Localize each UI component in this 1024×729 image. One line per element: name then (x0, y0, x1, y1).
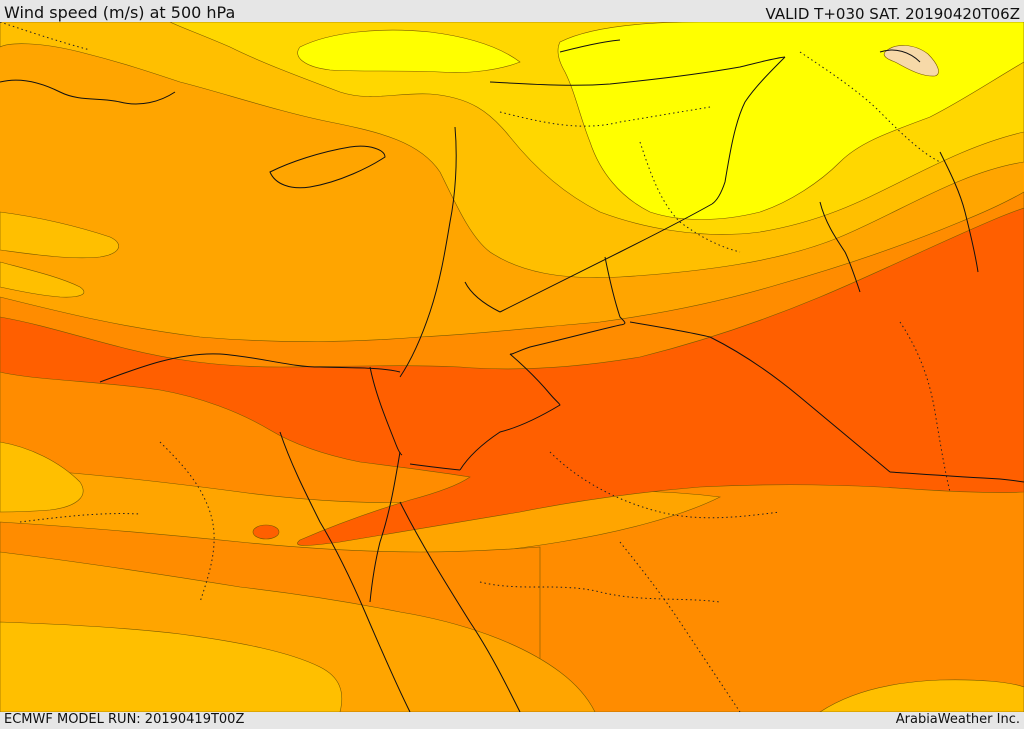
band-yellow-small (297, 29, 521, 73)
header-bar: Wind speed (m/s) at 500 hPa VALID T+030 … (0, 0, 1024, 23)
map-title: Wind speed (m/s) at 500 hPa (4, 3, 236, 22)
wind-speed-map (0, 22, 1024, 712)
band-amber-west (0, 211, 119, 259)
coastlines (0, 39, 921, 712)
map-canvas (0, 22, 1024, 712)
internal-borders (0, 22, 951, 712)
valid-time: VALID T+030 SAT. 20190420T06Z (765, 5, 1020, 23)
footer-bar: ECMWF MODEL RUN: 20190419T00Z ArabiaWeat… (0, 712, 1024, 729)
band-orange-dark (0, 207, 1024, 546)
credit-label: ArabiaWeather Inc. (895, 712, 1020, 727)
band-amber-south (0, 621, 343, 712)
band-orange-dark-patch (252, 524, 280, 540)
band-lightest (883, 45, 939, 77)
band-amber-west-2 (0, 261, 85, 298)
model-run-label: ECMWF MODEL RUN: 20190419T00Z (4, 712, 245, 727)
national-borders (369, 56, 1024, 483)
band-amber-southeast (819, 679, 1024, 712)
band-amber-west-3 (0, 441, 84, 513)
